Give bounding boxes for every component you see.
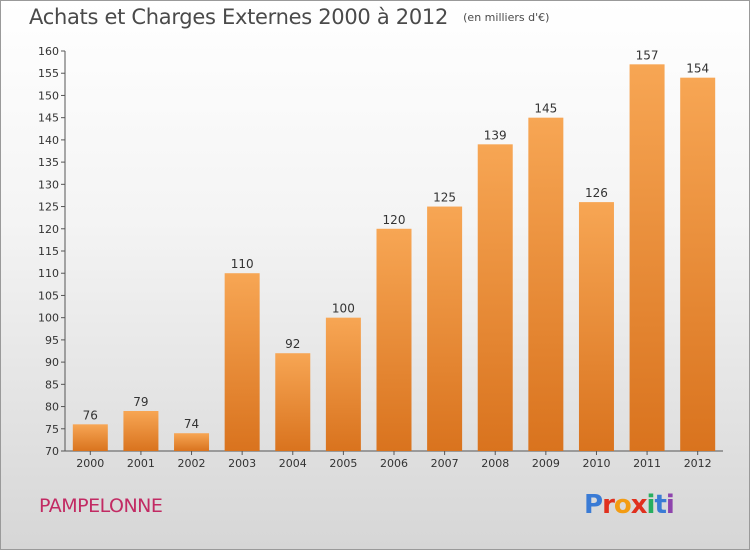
x-tick-label: 2001 [127,457,155,470]
logo-letter: o [613,490,632,520]
y-tick-label: 100 [38,312,59,325]
y-tick-label: 75 [45,423,59,436]
bar [427,206,463,451]
bar-value-label: 76 [83,408,98,422]
x-tick-label: 2003 [228,457,256,470]
chart-header: Achats et Charges Externes 2000 à 2012 (… [29,5,549,29]
y-tick-label: 70 [45,445,59,458]
y-tick-label: 120 [38,223,59,236]
x-tick-label: 2011 [633,457,661,470]
bar-value-label: 145 [534,102,557,116]
logo-letter: i [665,490,675,520]
x-tick-label: 2006 [380,457,408,470]
bar [376,228,412,451]
x-tick-label: 2009 [532,457,560,470]
y-tick-label: 145 [38,112,59,125]
bar-value-label: 100 [332,302,355,316]
y-tick-label: 80 [45,401,59,414]
bar [578,202,614,451]
y-tick-label: 115 [38,245,59,258]
x-tick-label: 2004 [279,457,307,470]
y-tick-label: 90 [45,356,59,369]
bar [477,144,513,452]
bar [275,353,311,451]
bar [174,433,210,451]
x-tick-label: 2000 [76,457,104,470]
x-tick-label: 2008 [481,457,509,470]
x-tick-label: 2012 [684,457,712,470]
bar-value-label: 154 [686,62,709,76]
x-tick-label: 2005 [329,457,357,470]
x-tick-label: 2007 [431,457,459,470]
y-tick-label: 155 [38,67,59,80]
x-tick-label: 2002 [178,457,206,470]
bar-value-label: 157 [636,48,659,62]
bar [224,273,260,451]
logo-letter: t [654,490,666,520]
logo-letter: x [630,490,648,520]
proxiti-logo[interactable]: Proxiti [584,490,675,520]
bar-value-label: 139 [484,128,507,142]
bar-value-label: 125 [433,191,456,205]
y-tick-label: 125 [38,201,59,214]
bar-value-label: 92 [285,337,300,351]
y-tick-label: 135 [38,156,59,169]
y-tick-label: 160 [38,45,59,58]
chart-subtitle: (en milliers d'€) [463,11,550,24]
bar-value-label: 79 [133,395,148,409]
y-tick-label: 150 [38,89,59,102]
bar-value-label: 110 [231,257,254,271]
logo-letter: P [584,490,603,520]
bar [325,317,361,451]
bar [72,424,108,451]
x-tick-label: 2010 [582,457,610,470]
logo-letter: i [646,490,656,520]
bar [629,64,665,452]
bar-value-label: 74 [184,417,199,431]
logo-letter: r [602,490,615,520]
bar-value-label: 126 [585,186,608,200]
bar [123,411,159,451]
bar-value-label: 120 [383,213,406,227]
y-tick-label: 85 [45,378,59,391]
commune-name: PAMPELONNE [39,495,163,517]
y-tick-label: 95 [45,334,59,347]
bar [680,77,716,452]
bar [528,117,564,452]
y-tick-label: 110 [38,267,59,280]
y-tick-label: 105 [38,289,59,302]
chart-title: Achats et Charges Externes 2000 à 2012 [29,5,449,29]
y-tick-label: 130 [38,178,59,191]
y-tick-label: 140 [38,134,59,147]
